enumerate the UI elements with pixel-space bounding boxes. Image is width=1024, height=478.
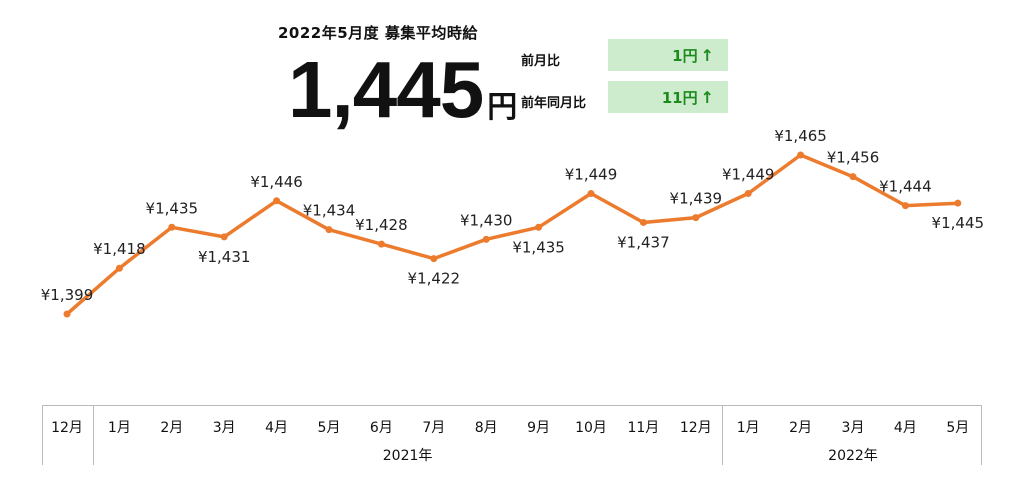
data-point bbox=[692, 214, 700, 222]
data-point bbox=[482, 235, 490, 243]
up-arrow-icon: ↑ bbox=[700, 87, 714, 107]
yoy-value: 11円 bbox=[661, 88, 698, 107]
data-label: ¥1,449 bbox=[565, 166, 618, 184]
data-point bbox=[115, 264, 123, 272]
data-label: ¥1,430 bbox=[460, 211, 513, 229]
year-label: 2021年 bbox=[382, 448, 433, 464]
line-chart: ¥1,399¥1,418¥1,435¥1,431¥1,446¥1,434¥1,4… bbox=[41, 127, 985, 318]
x-tick-label: 10月 bbox=[575, 420, 607, 436]
current-wage-display: 1,445 円 bbox=[288, 50, 517, 130]
data-label: ¥1,418 bbox=[93, 240, 146, 258]
x-tick-label: 4月 bbox=[265, 420, 289, 436]
data-label: ¥1,435 bbox=[512, 238, 565, 256]
data-point bbox=[325, 226, 333, 234]
year-separator bbox=[93, 405, 95, 465]
data-point bbox=[797, 151, 805, 159]
x-tick-label: 6月 bbox=[369, 420, 393, 436]
x-tick-label: 12月 bbox=[51, 420, 83, 436]
data-label: ¥1,435 bbox=[146, 199, 199, 217]
data-point bbox=[954, 199, 962, 207]
x-tick-label: 1月 bbox=[736, 420, 760, 436]
x-tick-label: 8月 bbox=[474, 420, 498, 436]
x-tick-label: 5月 bbox=[946, 420, 970, 436]
series-line bbox=[65, 153, 960, 316]
mom-label: 前月比 bbox=[521, 54, 561, 69]
data-point bbox=[377, 240, 385, 248]
mom-badge: 1円 ↑ bbox=[608, 39, 728, 71]
x-tick-label: 3月 bbox=[212, 420, 236, 436]
current-wage-value: 1,445 bbox=[288, 45, 484, 134]
data-point bbox=[430, 255, 438, 263]
data-point bbox=[63, 310, 71, 318]
x-axis-frame bbox=[42, 405, 982, 465]
x-tick-label: 1月 bbox=[107, 420, 131, 436]
data-point bbox=[639, 218, 647, 226]
x-tick-label: 7月 bbox=[422, 420, 446, 436]
data-point bbox=[535, 223, 543, 231]
data-point bbox=[273, 197, 281, 205]
data-point bbox=[220, 233, 228, 241]
x-tick-label: 9月 bbox=[527, 420, 551, 436]
current-wage-unit: 円 bbox=[487, 90, 518, 125]
data-point bbox=[849, 173, 857, 181]
year-label: 2022年 bbox=[828, 448, 878, 464]
data-point bbox=[168, 223, 176, 231]
data-point bbox=[744, 190, 752, 198]
data-label: ¥1,456 bbox=[827, 149, 880, 167]
data-label: ¥1,434 bbox=[303, 202, 356, 220]
data-label: ¥1,465 bbox=[774, 127, 827, 145]
data-label: ¥1,449 bbox=[722, 166, 775, 184]
x-tick-label: 4月 bbox=[893, 420, 917, 436]
x-tick-label: 12月 bbox=[679, 420, 712, 436]
up-arrow-icon: ↑ bbox=[700, 45, 714, 65]
x-tick-label: 2月 bbox=[160, 420, 184, 436]
year-separator bbox=[722, 405, 723, 465]
data-label: ¥1,422 bbox=[408, 270, 461, 288]
mom-value: 1円 bbox=[672, 46, 698, 65]
yoy-label: 前年同月比 bbox=[521, 96, 587, 111]
chart-headline: 2022年5月度 募集平均時給 bbox=[278, 24, 478, 42]
data-label: ¥1,446 bbox=[250, 173, 303, 191]
data-label: ¥1,439 bbox=[670, 190, 723, 208]
data-label: ¥1,428 bbox=[355, 216, 408, 234]
x-tick-label: 11月 bbox=[627, 420, 660, 436]
x-tick-label: 2月 bbox=[789, 420, 813, 436]
data-point bbox=[901, 202, 909, 210]
data-label: ¥1,445 bbox=[932, 214, 985, 232]
data-label: ¥1,437 bbox=[617, 233, 670, 251]
data-point bbox=[587, 190, 595, 198]
data-label: ¥1,399 bbox=[41, 286, 94, 304]
x-axis: 12月 1月 2月 3月 4月 5月 6月 7月 8月 9月 10月 11月 12月 1月 2月 3月 4月 5月… bbox=[42, 405, 982, 465]
x-tick-label: 3月 bbox=[841, 420, 865, 436]
data-label: ¥1,444 bbox=[879, 178, 932, 196]
x-tick-label: 5月 bbox=[317, 420, 341, 436]
data-label: ¥1,431 bbox=[198, 248, 251, 266]
yoy-badge: 11円 ↑ bbox=[608, 81, 728, 113]
